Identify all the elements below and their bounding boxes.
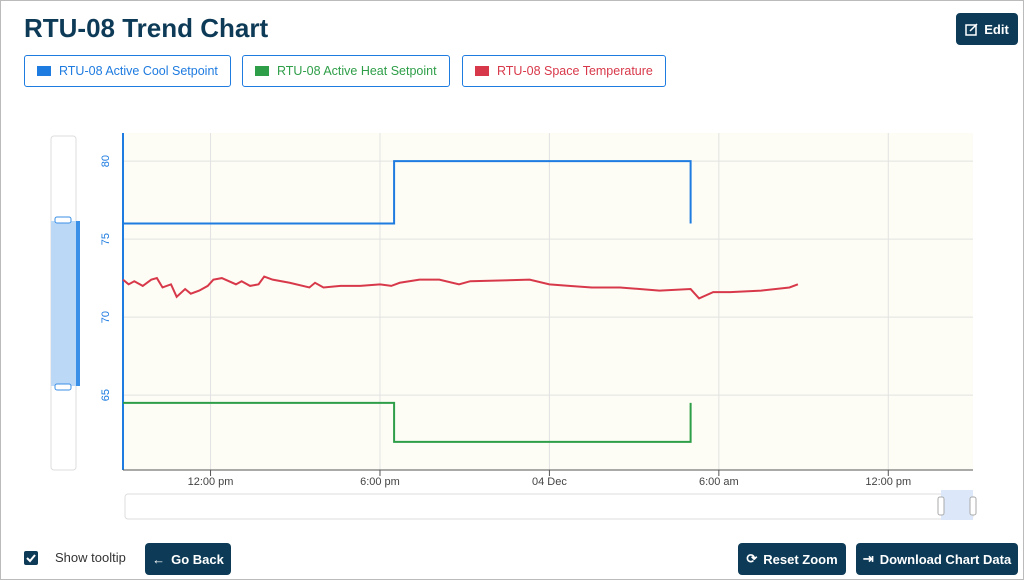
y-tick-label: 70: [100, 311, 112, 323]
x-scroll-handle[interactable]: [941, 490, 973, 520]
x-scrollbar[interactable]: [124, 493, 974, 520]
edit-button[interactable]: Edit: [956, 13, 1018, 45]
legend-label: RTU-08 Active Heat Setpoint: [277, 64, 437, 78]
legend-item[interactable]: RTU-08 Active Cool Setpoint: [24, 55, 231, 87]
y-tick-label: 65: [100, 389, 112, 401]
y-scroll-grip[interactable]: [54, 216, 72, 224]
x-tick-label: 12:00 pm: [865, 476, 911, 488]
x-scroll-grip[interactable]: [937, 496, 945, 516]
reset-label: Reset Zoom: [763, 551, 838, 567]
series-line: [122, 275, 799, 300]
download-button[interactable]: ⇥ Download Chart Data: [856, 543, 1018, 575]
download-icon: ⇥: [862, 551, 874, 566]
y-tick-label: 75: [100, 233, 112, 245]
legend-swatch: [37, 66, 51, 76]
y-scroll-handle[interactable]: [51, 221, 79, 386]
x-tick-label: 6:00 pm: [360, 476, 400, 488]
x-tick-label: 04 Dec: [532, 476, 567, 488]
y-scroll-edge: [76, 221, 80, 386]
legend-item[interactable]: RTU-08 Space Temperature: [462, 55, 666, 87]
page-title: RTU-08 Trend Chart: [24, 13, 269, 43]
arrow-icon: ←: [152, 551, 166, 567]
y-tick-label: 80: [100, 155, 112, 167]
x-tick-label: 6:00 am: [699, 476, 739, 488]
legend-label: RTU-08 Active Cool Setpoint: [59, 64, 218, 78]
check-icon: [26, 554, 36, 563]
x-tick-label: 12:00 pm: [188, 476, 234, 488]
legend-swatch: [255, 66, 269, 76]
legend-label: RTU-08 Space Temperature: [497, 64, 653, 78]
tooltip-checkbox[interactable]: [24, 551, 38, 565]
reset-icon: ⟳: [746, 551, 758, 566]
y-scroll-grip[interactable]: [54, 383, 72, 391]
download-label: Download Chart Data: [879, 551, 1012, 567]
series-line: [123, 401, 692, 443]
legend-swatch: [475, 66, 489, 76]
edit-icon: [965, 22, 978, 36]
series-line: [123, 160, 692, 225]
edit-label: Edit: [984, 21, 1009, 37]
reset-button[interactable]: ⟳ Reset Zoom: [738, 543, 846, 575]
back-button[interactable]: ← Go Back: [145, 543, 231, 575]
legend-item[interactable]: RTU-08 Active Heat Setpoint: [242, 55, 450, 87]
x-scroll-grip[interactable]: [969, 496, 977, 516]
chart: 65 70 75 80 12:00 pm 6:00 pm 04 Dec 6:00 am 12:0…: [50, 133, 977, 520]
plot-background: [123, 133, 973, 470]
back-label: Go Back: [171, 551, 224, 567]
tooltip-label: Show tooltip: [55, 550, 126, 565]
